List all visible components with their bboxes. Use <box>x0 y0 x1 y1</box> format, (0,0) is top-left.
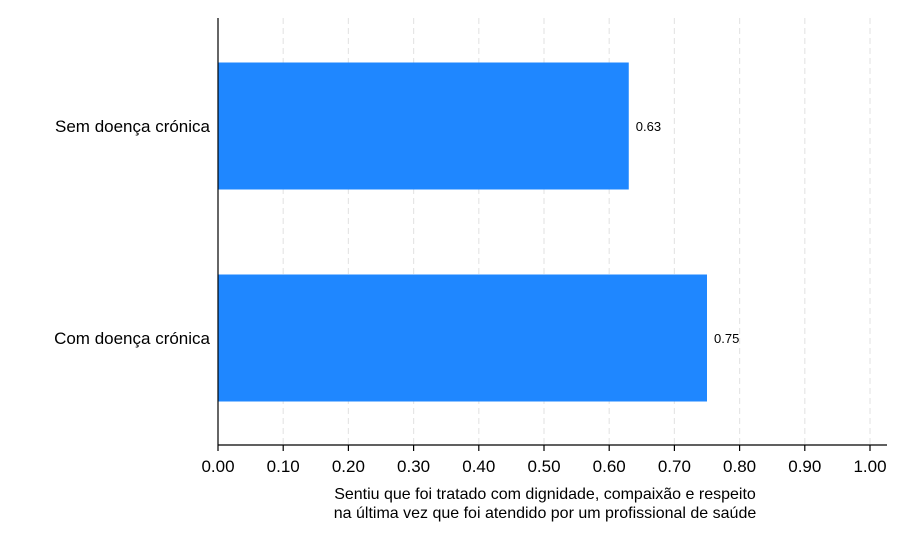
x-tick-label: 0.60 <box>593 457 626 476</box>
bar-value-label: 0.75 <box>714 331 739 346</box>
x-axis-title-line: na última vez que foi atendido por um pr… <box>334 505 757 522</box>
bar-value-label: 0.63 <box>636 119 661 134</box>
axes <box>217 18 887 451</box>
x-tick-label: 0.20 <box>332 457 365 476</box>
x-tick-label: 0.70 <box>658 457 691 476</box>
x-tick-label: 0.90 <box>788 457 821 476</box>
x-tick-label: 0.30 <box>397 457 430 476</box>
labels: 0.63 Sem doença crónica 0.75 Com doença cró… <box>54 117 886 522</box>
x-tick-label: 0.10 <box>267 457 300 476</box>
bar <box>218 62 629 190</box>
bar <box>218 274 707 402</box>
x-tick-label: 0.50 <box>527 457 560 476</box>
x-tick-label: 0.40 <box>462 457 495 476</box>
x-tick-label: 0.80 <box>723 457 756 476</box>
category-label: Sem doença crónica <box>55 117 211 136</box>
category-label: Com doença crónica <box>54 329 210 348</box>
bars <box>218 62 707 402</box>
x-tick-label: 0.00 <box>201 457 234 476</box>
x-tick-label: 1.00 <box>853 457 886 476</box>
x-axis-title-line: Sentiu que foi tratado com dignidade, co… <box>334 486 756 503</box>
